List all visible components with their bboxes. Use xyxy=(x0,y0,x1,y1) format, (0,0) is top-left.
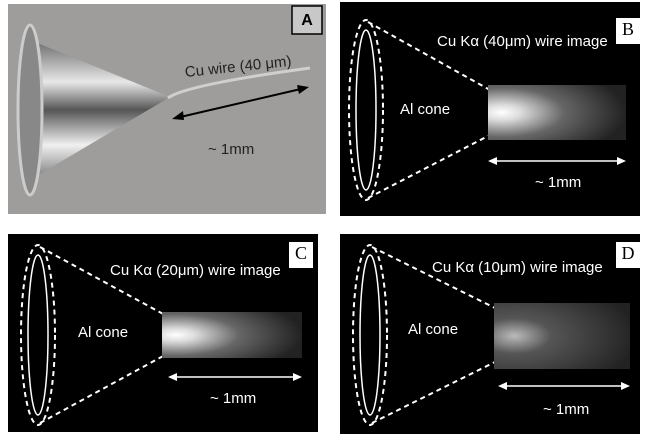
panel-title: Cu Kα (40μm) wire image xyxy=(437,33,608,50)
cone-label: Al cone xyxy=(78,324,128,341)
panel-d: Cu Kα (10μm) wire image Al cone ~ 1mm D xyxy=(340,234,640,434)
panel-c: Cu Kα (20μm) wire image Al cone ~ 1mm C xyxy=(8,234,318,432)
panel-title: Cu Kα (20μm) wire image xyxy=(110,262,281,279)
panel-label: D xyxy=(622,243,635,263)
panel-label: C xyxy=(295,243,307,263)
scale-label: ~ 1mm xyxy=(210,390,256,407)
cone-label: Al cone xyxy=(400,101,450,118)
wire-image xyxy=(488,85,626,140)
panel-b: Cu Kα (40μm) wire image Al cone ~ 1mm B xyxy=(340,2,640,216)
figure: Cu wire (40 μm) ~ 1mm A Cu Kα (40μm) wir… xyxy=(0,0,646,436)
panel-label: A xyxy=(301,12,313,29)
cone-rim xyxy=(18,25,42,195)
scale-label: ~ 1mm xyxy=(535,174,581,191)
scale-label: ~ 1mm xyxy=(208,141,254,158)
wire-image xyxy=(162,312,302,358)
panel-a: Cu wire (40 μm) ~ 1mm A xyxy=(8,4,326,214)
panel-label: B xyxy=(622,19,634,39)
wire-image xyxy=(494,303,630,369)
scale-label: ~ 1mm xyxy=(543,401,589,418)
panel-title: Cu Kα (10μm) wire image xyxy=(432,259,603,276)
cone-label: Al cone xyxy=(408,321,458,338)
